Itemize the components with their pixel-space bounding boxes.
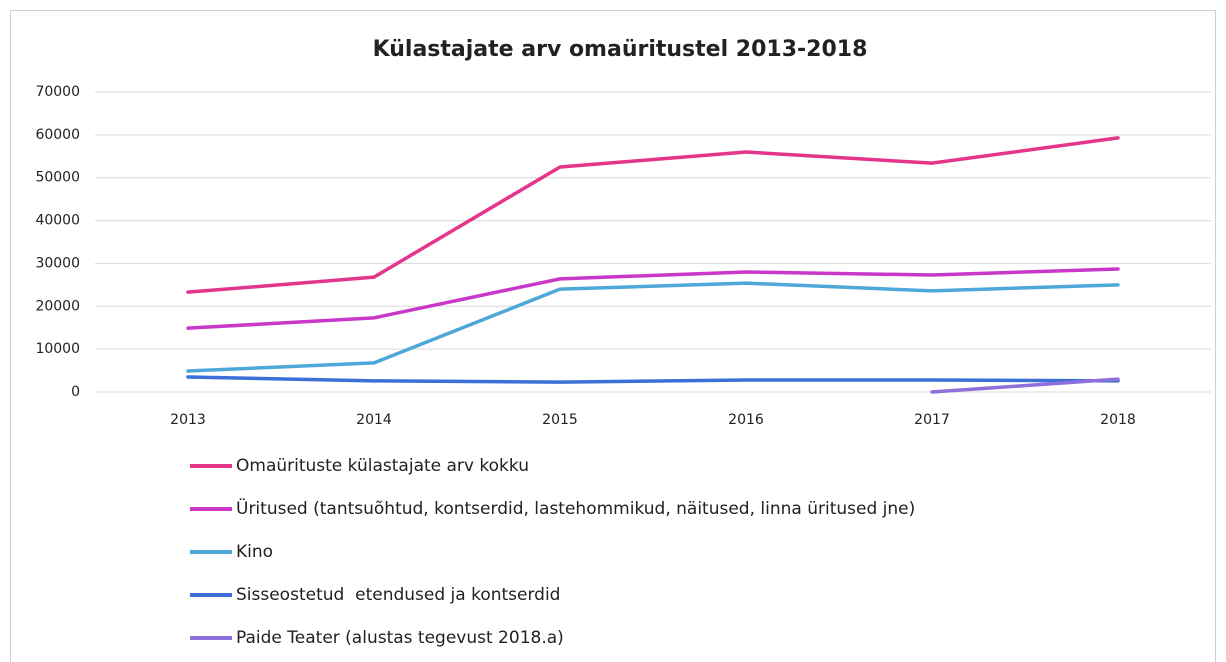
- y-tick-label: 30000: [35, 255, 80, 271]
- series-line: [186, 375, 1120, 384]
- x-tick-label: 2013: [170, 412, 206, 428]
- series-line: [930, 377, 1120, 394]
- x-tick-label: 2018: [1100, 412, 1136, 428]
- y-tick-label: 10000: [35, 341, 80, 357]
- legend-label: Omaürituste külastajate arv kokku: [236, 456, 529, 476]
- x-tick-label: 2014: [356, 412, 392, 428]
- y-tick-label: 70000: [35, 84, 80, 100]
- x-tick-label: 2017: [914, 412, 950, 428]
- y-tick-label: 60000: [35, 127, 80, 143]
- series-line: [186, 267, 1120, 330]
- legend-label: Kino: [236, 542, 273, 562]
- series-line: [186, 136, 1120, 294]
- x-tick-label: 2015: [542, 412, 578, 428]
- chart-title: Külastajate arv omaüritustel 2013-2018: [373, 37, 868, 62]
- series-line: [186, 281, 1120, 373]
- y-tick-label: 50000: [35, 170, 80, 186]
- y-tick-label: 20000: [35, 298, 80, 314]
- y-tick-label: 0: [71, 384, 80, 400]
- y-tick-label: 40000: [35, 213, 80, 229]
- legend-label: Sisseostetud etendused ja kontserdid: [236, 585, 560, 605]
- chart-frame: [10, 10, 1216, 662]
- x-tick-label: 2016: [728, 412, 764, 428]
- legend-label: Paide Teater (alustas tegevust 2018.a): [236, 628, 564, 648]
- legend-label: Üritused (tantsuõhtud, kontserdid, laste…: [236, 497, 915, 519]
